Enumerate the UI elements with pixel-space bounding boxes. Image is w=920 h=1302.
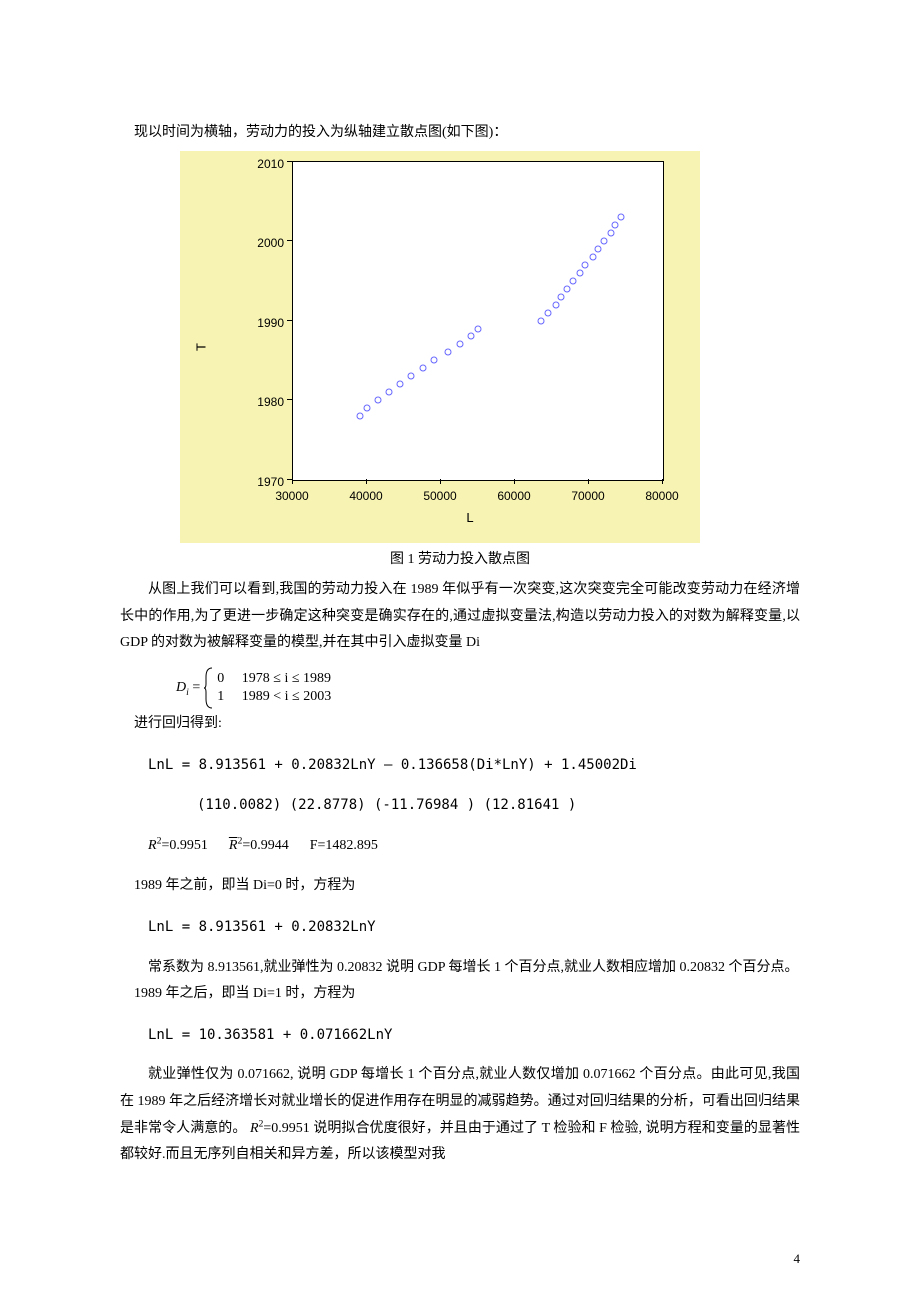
intro-text: 现以时间为横轴，劳动力的投入为纵轴建立散点图(如下图)： — [120, 120, 800, 147]
equation-di0: LnL = 8.913561 + 0.20832LnY — [148, 914, 800, 941]
data-point — [608, 230, 615, 237]
data-point — [408, 373, 415, 380]
data-point — [557, 293, 564, 300]
x-tick-label: 70000 — [571, 485, 604, 508]
data-point — [552, 301, 559, 308]
data-point — [563, 285, 570, 292]
x-axis-label: L — [466, 506, 473, 531]
equation-di1: LnL = 10.363581 + 0.071662LnY — [148, 1022, 800, 1049]
equation-tstats: (110.0082) (22.8778) (-11.76984 ) (12.81… — [197, 792, 800, 819]
data-point — [364, 405, 371, 412]
y-axis-label: T — [190, 343, 215, 351]
paragraph-1: 从图上我们可以看到,我国的劳动力投入在 1989 年似乎有一次突变,这次突变完全… — [120, 577, 800, 657]
data-point — [569, 277, 576, 284]
data-point — [582, 261, 589, 268]
data-point — [611, 222, 618, 229]
figure-caption: 图 1 劳动力投入散点图 — [120, 547, 800, 574]
para-di0: 1989 年之前，即当 Di=0 时，方程为 — [120, 873, 800, 900]
data-point — [419, 365, 426, 372]
data-point — [430, 357, 437, 364]
y-tick-label: 2010 — [234, 153, 284, 176]
y-tick-label: 1990 — [234, 312, 284, 335]
x-tick-label: 80000 — [645, 485, 678, 508]
plot-area — [292, 161, 664, 481]
data-point — [594, 246, 601, 253]
rsq-line: R2=0.9951 R2=0.9944 F=1482.895 — [148, 833, 800, 860]
data-point — [475, 325, 482, 332]
paragraph-3: 常系数为 8.913561,就业弹性为 0.20832 说明 GDP 每增长 1… — [120, 955, 800, 982]
data-point — [397, 381, 404, 388]
y-tick-label: 2000 — [234, 232, 284, 255]
data-point — [467, 333, 474, 340]
y-tick-label: 1980 — [234, 391, 284, 414]
page-number: 4 — [794, 1247, 801, 1272]
data-point — [456, 341, 463, 348]
data-point — [375, 397, 382, 404]
x-tick-label: 60000 — [497, 485, 530, 508]
data-point — [600, 238, 607, 245]
x-tick-label: 40000 — [349, 485, 382, 508]
data-point — [537, 317, 544, 324]
regress-intro: 进行回归得到: — [120, 711, 800, 738]
data-point — [445, 349, 452, 356]
data-point — [589, 253, 596, 260]
data-point — [577, 269, 584, 276]
scatter-chart: T L 197019801990200020103000040000500006… — [180, 151, 800, 543]
data-point — [356, 412, 363, 419]
data-point — [545, 309, 552, 316]
equation-main: LnL = 8.913561 + 0.20832LnY – 0.136658(D… — [148, 752, 800, 779]
piecewise-definition: Di = 0 1978 ≤ i ≤ 1989 1 1989 < i ≤ 2003 — [176, 667, 800, 709]
paragraph-5: 就业弹性仅为 0.071662, 说明 GDP 每增长 1 个百分点,就业人数仅… — [120, 1062, 800, 1168]
para-di1: 1989 年之后，即当 Di=1 时，方程为 — [120, 981, 800, 1008]
data-point — [617, 214, 624, 221]
data-point — [386, 389, 393, 396]
x-tick-label: 50000 — [423, 485, 456, 508]
x-tick-label: 30000 — [275, 485, 308, 508]
